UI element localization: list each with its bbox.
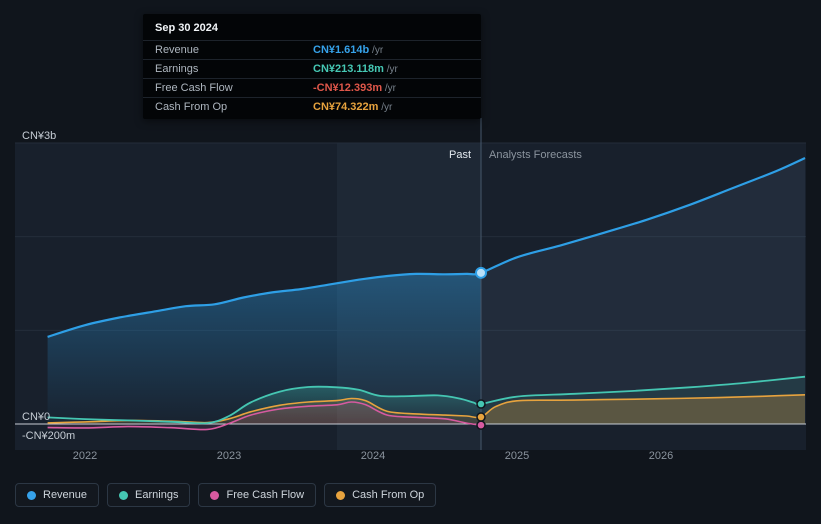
- legend-label: Earnings: [135, 489, 179, 501]
- legend-item-fcf[interactable]: Free Cash Flow: [198, 483, 317, 507]
- revenue-legend-dot-icon: [27, 490, 36, 500]
- marker-earnings[interactable]: [476, 399, 486, 409]
- tooltip-row-value-cell: CN¥74.322m /yr: [313, 101, 469, 113]
- cashop-legend-dot-icon: [336, 490, 346, 500]
- tooltip-row-unit: /yr: [383, 64, 398, 75]
- tooltip-rows: Revenue CN¥1.614b /yr Earnings CN¥213.118m …: [143, 40, 481, 116]
- chart-tooltip: Sep 30 2024 Revenue CN¥1.614b /yr Earnings…: [143, 14, 481, 119]
- legend-label: Cash From Op: [352, 489, 425, 501]
- earnings-past-area: [47, 386, 481, 424]
- tooltip-row-value: CN¥74.322m: [313, 101, 379, 113]
- tooltip-row-unit: /yr: [382, 83, 396, 94]
- earnings-forecast-area: [481, 376, 805, 424]
- tooltip-row-revenue: Revenue CN¥1.614b /yr: [143, 40, 481, 59]
- revenue-past-area: [47, 272, 481, 424]
- y-tick-label: CN¥0: [22, 411, 51, 423]
- tooltip-row-value-cell: CN¥213.118m /yr: [313, 63, 469, 75]
- y-tick-label: -CN¥200m: [22, 429, 76, 442]
- tooltip-row-unit: /yr: [378, 102, 393, 113]
- tooltip-row-earnings: Earnings CN¥213.118m /yr: [143, 59, 481, 78]
- marker-revenue[interactable]: [475, 266, 487, 279]
- chart-legend: Revenue Earnings Free Cash Flow Cash From O…: [15, 483, 437, 507]
- legend-item-revenue[interactable]: Revenue: [15, 483, 100, 507]
- tooltip-row-unit: /yr: [369, 45, 384, 56]
- tooltip-row-value: CN¥213.118m: [313, 63, 384, 75]
- x-tick-label: 2022: [72, 450, 98, 462]
- revenue-forecast-area: [481, 158, 805, 424]
- tooltip-row-label: Earnings: [155, 63, 199, 75]
- tooltip-row-fcf: Free Cash Flow -CN¥12.393m /yr: [143, 78, 481, 97]
- tooltip-row-label: Cash From Op: [155, 101, 228, 113]
- fcf-legend-dot-icon: [210, 490, 220, 500]
- tooltip-row-label: Revenue: [155, 44, 200, 56]
- tooltip-row-value: CN¥1.614b: [313, 44, 370, 56]
- marker-fcf[interactable]: [476, 420, 486, 430]
- tooltip-row-value-cell: CN¥1.614b /yr: [313, 44, 469, 56]
- marker-cashop[interactable]: [476, 412, 486, 422]
- earnings-legend-dot-icon: [119, 490, 129, 500]
- earnings-line: [47, 375, 806, 425]
- tooltip-row-cashop: Cash From Op CN¥74.322m /yr: [143, 97, 481, 116]
- fcf-line: [47, 401, 482, 431]
- legend-label: Revenue: [43, 489, 88, 501]
- x-tick-label: 2023: [216, 450, 242, 462]
- forecast-region-label: Analysts Forecasts: [489, 149, 582, 161]
- tooltip-date: Sep 30 2024: [155, 22, 218, 34]
- cashop-forecast-area: [481, 394, 805, 424]
- past-region-label: Past: [448, 149, 471, 161]
- x-tick-label: 2025: [504, 450, 530, 462]
- legend-item-earnings[interactable]: Earnings: [107, 483, 191, 507]
- x-tick-label: 2026: [648, 450, 674, 462]
- legend-label: Free Cash Flow: [226, 489, 305, 501]
- x-tick-label: 2024: [360, 450, 386, 462]
- tooltip-row-label: Free Cash Flow: [155, 82, 233, 94]
- tooltip-row-value-cell: -CN¥12.393m /yr: [313, 82, 469, 94]
- revenue-line: [47, 157, 806, 338]
- tooltip-row-value: -CN¥12.393m: [313, 82, 383, 94]
- y-tick-label: CN¥3b: [22, 129, 57, 142]
- legend-item-cashop[interactable]: Cash From Op: [324, 483, 437, 507]
